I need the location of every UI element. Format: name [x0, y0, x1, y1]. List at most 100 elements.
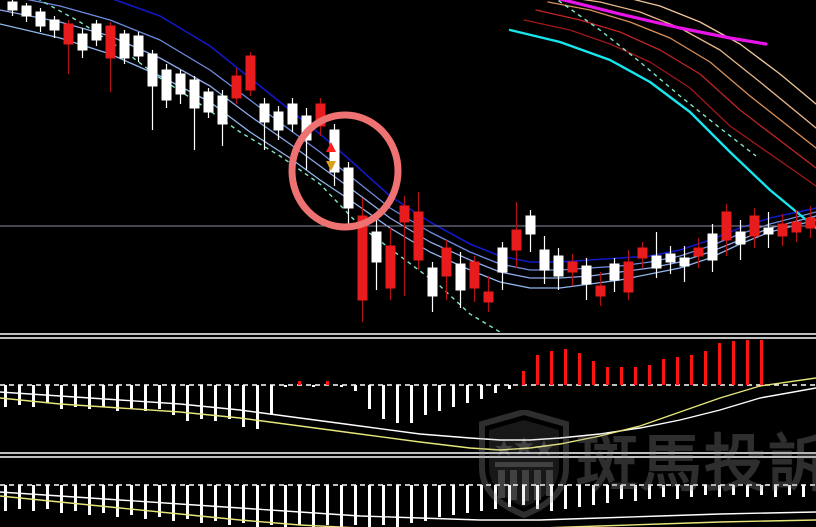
candlestick[interactable]	[105, 22, 116, 92]
candlestick[interactable]	[525, 210, 536, 252]
candlestick[interactable]	[623, 250, 634, 300]
candlestick[interactable]	[133, 32, 144, 62]
candlestick[interactable]	[637, 242, 648, 268]
panel-dividers	[0, 333, 816, 458]
macd-histogram	[4, 340, 763, 429]
histogram-bar	[130, 485, 133, 515]
histogram-bar	[214, 485, 217, 521]
candlestick[interactable]	[35, 8, 46, 32]
candlestick[interactable]	[231, 68, 242, 104]
histogram-bar	[74, 485, 77, 511]
histogram-bar	[116, 485, 119, 517]
candlestick[interactable]	[483, 276, 494, 312]
ma-light-blue-1	[26, 0, 816, 271]
histogram-bar	[494, 485, 497, 509]
histogram-bar	[228, 485, 231, 525]
candlestick[interactable]	[147, 50, 158, 130]
histogram-bar	[480, 385, 483, 399]
candlestick[interactable]	[63, 20, 74, 74]
histogram-bar	[172, 385, 175, 415]
candlestick[interactable]	[49, 16, 60, 38]
histogram-bar	[298, 381, 301, 385]
histogram-bar	[592, 361, 595, 385]
candlestick[interactable]	[315, 98, 326, 136]
candlestick[interactable]	[357, 198, 368, 322]
histogram-bar	[32, 485, 35, 511]
candlestick[interactable]	[441, 240, 452, 300]
candlestick[interactable]	[385, 228, 396, 300]
candlestick[interactable]	[399, 196, 410, 296]
price-candlestick-panel[interactable]	[0, 0, 816, 333]
candlestick[interactable]	[203, 88, 214, 118]
highlight-circle	[288, 111, 402, 231]
candlestick[interactable]	[595, 272, 606, 306]
histogram-bar	[718, 485, 721, 497]
candlestick[interactable]	[427, 262, 438, 312]
histogram-bar	[382, 385, 385, 419]
candlestick[interactable]	[791, 210, 802, 242]
candlestick[interactable]	[693, 238, 704, 268]
candlestick[interactable]	[581, 258, 592, 300]
candlestick[interactable]	[511, 202, 522, 268]
candlestick[interactable]	[609, 258, 620, 292]
lower-d-line	[0, 495, 816, 527]
candlestick[interactable]	[539, 236, 550, 284]
candlestick[interactable]	[119, 30, 130, 64]
candlestick[interactable]	[721, 204, 732, 256]
candlestick[interactable]	[777, 214, 788, 246]
histogram-bar	[88, 485, 91, 515]
histogram-bar	[410, 485, 413, 523]
histogram-bar	[242, 385, 245, 427]
histogram-bar	[116, 385, 119, 411]
secondary-indicator-panel[interactable]	[0, 484, 816, 527]
candlestick[interactable]	[343, 162, 354, 226]
histogram-bar	[690, 485, 693, 497]
candlestick[interactable]	[371, 212, 382, 290]
candlestick[interactable]	[665, 246, 676, 274]
histogram-bar	[382, 485, 385, 525]
histogram-bar	[466, 385, 469, 403]
buy-arrow-marker	[326, 142, 336, 152]
ma-orange-1	[547, 1, 816, 149]
candlestick[interactable]	[567, 254, 578, 286]
histogram-bar	[186, 485, 189, 519]
candlestick[interactable]	[749, 208, 760, 248]
macd-indicator-panel[interactable]	[0, 339, 816, 451]
macd-dea-line	[0, 377, 816, 451]
candlestick[interactable]	[287, 98, 298, 132]
candlestick[interactable]	[245, 52, 256, 96]
candlestick[interactable]	[91, 20, 102, 46]
candlestick[interactable]	[469, 256, 480, 302]
candlestick[interactable]	[7, 0, 18, 16]
candlestick[interactable]	[651, 232, 662, 278]
histogram-bar	[452, 385, 455, 407]
candlestick[interactable]	[175, 70, 186, 104]
histogram-bar	[564, 349, 567, 385]
candlestick[interactable]	[21, 3, 32, 22]
candlestick[interactable]	[273, 106, 284, 140]
candlestick[interactable]	[707, 224, 718, 272]
candlestick[interactable]	[77, 28, 88, 58]
histogram-bar	[200, 485, 203, 523]
candlestick[interactable]	[455, 252, 466, 308]
candlestick[interactable]	[553, 248, 564, 290]
histogram-bar	[4, 485, 7, 511]
histogram-bar	[690, 355, 693, 385]
candlestick[interactable]	[805, 206, 816, 238]
candlestick[interactable]	[497, 242, 508, 290]
candlestick[interactable]	[259, 98, 270, 150]
candlestick[interactable]	[189, 76, 200, 150]
candlestick[interactable]	[217, 90, 228, 146]
histogram-bar	[270, 485, 273, 525]
candlestick[interactable]	[413, 192, 424, 270]
candlestick-series[interactable]	[7, 0, 816, 322]
candlestick[interactable]	[679, 246, 690, 282]
ma-dark-red-2	[523, 19, 816, 187]
histogram-bar	[578, 353, 581, 385]
candlestick[interactable]	[161, 64, 172, 108]
candlestick[interactable]	[735, 220, 746, 260]
ma-dark-red-1	[535, 9, 816, 169]
candlestick[interactable]	[763, 212, 774, 248]
